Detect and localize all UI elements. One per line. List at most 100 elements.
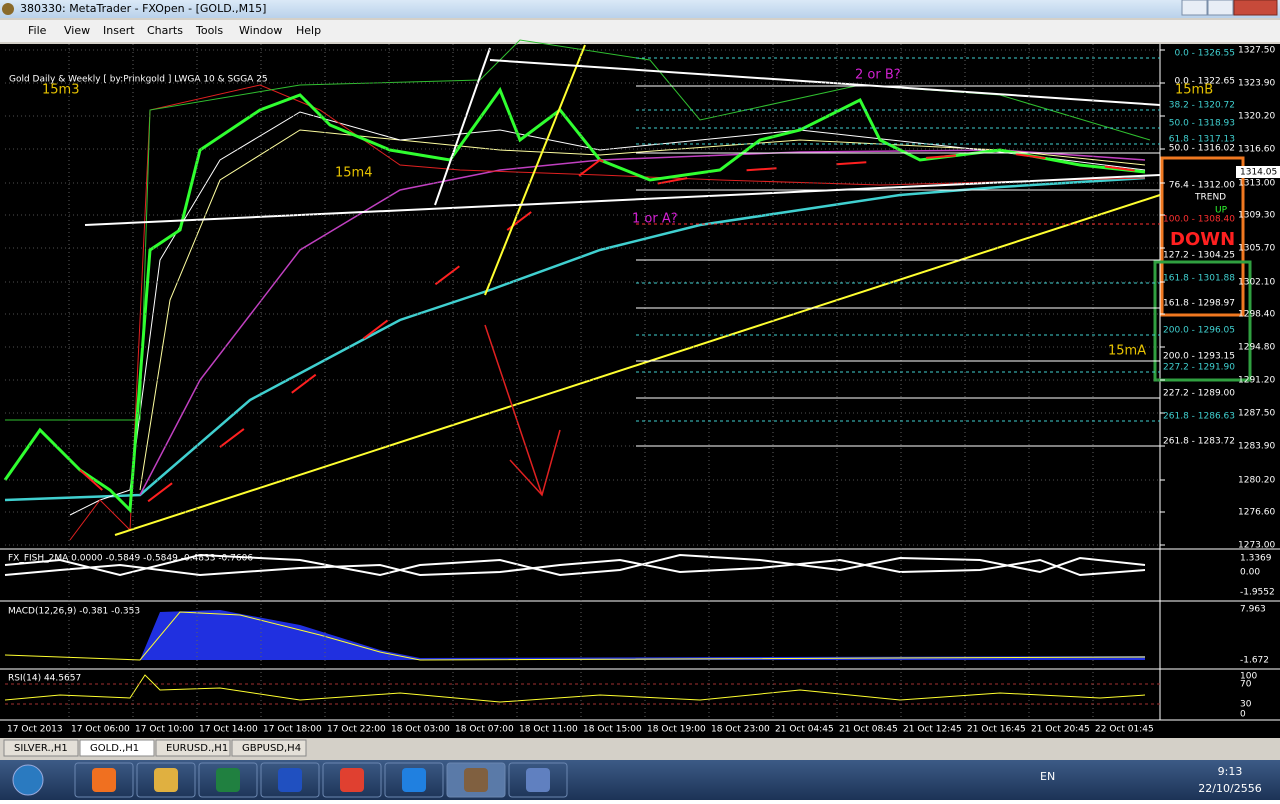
- taskbar-button[interactable]: [322, 762, 382, 798]
- price-line: [3, 86, 1146, 514]
- fib-label: 50.0 - 1316.02: [1169, 144, 1235, 154]
- price-label: 1280.20: [1238, 476, 1275, 486]
- time-label: 17 Oct 22:00: [327, 725, 386, 735]
- menu-item[interactable]: Tools: [195, 24, 223, 37]
- menu-item[interactable]: View: [64, 24, 90, 37]
- price-label: 1323.90: [1238, 79, 1275, 89]
- close-button[interactable]: [1233, 0, 1278, 16]
- fib-label: 0.0 - 1326.55: [1175, 49, 1236, 59]
- fib-label: 161.8 - 1298.97: [1163, 299, 1235, 309]
- menu-item[interactable]: Charts: [147, 24, 183, 37]
- fib-label: 261.8 - 1286.63: [1163, 412, 1235, 422]
- time-label: 21 Oct 08:45: [839, 725, 898, 735]
- minimize-button[interactable]: [1181, 0, 1208, 16]
- tab-label[interactable]: GOLD.,H1: [90, 743, 139, 754]
- fib-label: 200.0 - 1293.15: [1163, 352, 1235, 362]
- app-icon: [154, 768, 178, 792]
- indicator-label: RSI(14) 44.5657: [8, 674, 81, 684]
- annotation: DOWN: [1170, 229, 1235, 250]
- app-icon: [340, 768, 364, 792]
- indicator-label: MACD(12,26,9) -0.381 -0.353: [8, 607, 140, 617]
- taskbar-button[interactable]: [384, 762, 444, 798]
- fisher-line: [4, 553, 1146, 577]
- fib-label: 50.0 - 1318.93: [1169, 119, 1235, 129]
- indicator-axis: 30: [1240, 700, 1252, 710]
- price-label: 1313.00: [1238, 179, 1275, 189]
- taskbar: [0, 760, 1280, 800]
- indicator-label: FX_FISH_2MA 0.0000 -0.5849 -0.5849 -0.48…: [8, 554, 253, 564]
- time-label: 18 Oct 23:00: [711, 725, 770, 735]
- annotation: TREND: [1194, 193, 1226, 203]
- time-label: 21 Oct 12:45: [903, 725, 962, 735]
- tab[interactable]: [231, 739, 307, 757]
- price-label: 1309.30: [1238, 211, 1275, 221]
- time-label: 17 Oct 10:00: [135, 725, 194, 735]
- time-label: 21 Oct 20:45: [1031, 725, 1090, 735]
- time-label: 18 Oct 19:00: [647, 725, 706, 735]
- app-icon: [278, 768, 302, 792]
- tab[interactable]: [3, 739, 79, 757]
- time-label: 22 Oct 01:45: [1095, 725, 1154, 735]
- indicator-axis: 0: [1240, 710, 1246, 720]
- tab-label[interactable]: SILVER.,H1: [14, 743, 68, 754]
- price-label: 1320.20: [1238, 112, 1275, 122]
- menu-item[interactable]: Window: [239, 24, 282, 37]
- fib-label: 161.8 - 1301.88: [1163, 274, 1235, 284]
- maximize-button[interactable]: [1207, 0, 1234, 16]
- menu-bar: [0, 20, 1280, 42]
- current-price: 1314.05: [1240, 168, 1277, 178]
- menu-item[interactable]: Insert: [103, 24, 135, 37]
- tab[interactable]: [79, 739, 155, 757]
- time-label: 18 Oct 07:00: [455, 725, 514, 735]
- fib-label: 38.2 - 1320.72: [1169, 101, 1235, 111]
- price-label: 1302.10: [1238, 278, 1275, 288]
- start-button[interactable]: [12, 764, 44, 796]
- ma-line: [4, 176, 1146, 502]
- trendline: [84, 174, 1161, 226]
- taskbar-button[interactable]: [260, 762, 320, 798]
- clock-date: 22/10/2556: [1198, 782, 1261, 795]
- ma-line: [69, 111, 1146, 516]
- green-box: [1153, 260, 1252, 382]
- app-icon: [402, 768, 426, 792]
- menu-item[interactable]: File: [28, 24, 47, 37]
- price-label: 1316.60: [1238, 145, 1275, 155]
- tab-label[interactable]: EURUSD.,H1: [166, 743, 228, 754]
- annotation: 2 or B?: [855, 68, 901, 83]
- price-label: 1283.90: [1238, 442, 1275, 452]
- price-label: 1305.70: [1238, 244, 1275, 254]
- annotation: 15mB: [1175, 83, 1213, 98]
- indicator-axis: -1.9552: [1240, 588, 1275, 598]
- trendline: [484, 44, 586, 296]
- trendline: [434, 47, 491, 206]
- fib-label: 261.8 - 1283.72: [1163, 437, 1235, 447]
- rsi-line: [4, 674, 1146, 703]
- app-icon: [464, 768, 488, 792]
- chart-drawings: [3, 39, 1252, 705]
- language: EN: [1040, 770, 1055, 783]
- menu-item[interactable]: Help: [296, 24, 321, 37]
- taskbar-button[interactable]: [508, 762, 568, 798]
- current-price-box: [1236, 166, 1280, 178]
- tab-bar: [0, 738, 1280, 760]
- fib-label: 61.8 - 1317.13: [1169, 135, 1235, 145]
- taskbar-button[interactable]: [136, 762, 196, 798]
- price-label: 1291.20: [1238, 376, 1275, 386]
- taskbar-button[interactable]: [74, 762, 134, 798]
- fisher-line: [4, 558, 1146, 577]
- price-axis: [1162, 44, 1280, 738]
- tab-label[interactable]: GBPUSD,H4: [242, 743, 301, 754]
- price-label: 1273.00: [1238, 541, 1275, 551]
- app-icon: [2, 3, 14, 15]
- price-line-down: [79, 150, 1146, 517]
- annotation: 15m3: [42, 83, 79, 98]
- macd-signal: [4, 611, 1146, 661]
- fib-label: 227.2 - 1289.00: [1163, 389, 1235, 399]
- annotation: 15mA: [1108, 344, 1146, 359]
- indicator-axis: 70: [1240, 680, 1252, 690]
- trendline: [114, 194, 1161, 536]
- tab[interactable]: [155, 739, 231, 757]
- taskbar-button[interactable]: [198, 762, 258, 798]
- annotation: 15m4: [335, 166, 372, 181]
